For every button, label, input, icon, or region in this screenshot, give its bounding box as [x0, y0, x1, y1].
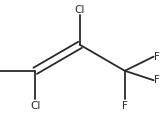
Text: Cl: Cl [75, 5, 85, 15]
Text: F: F [154, 75, 160, 85]
Text: F: F [154, 52, 160, 62]
Text: F: F [122, 101, 128, 111]
Text: Cl: Cl [30, 101, 40, 111]
